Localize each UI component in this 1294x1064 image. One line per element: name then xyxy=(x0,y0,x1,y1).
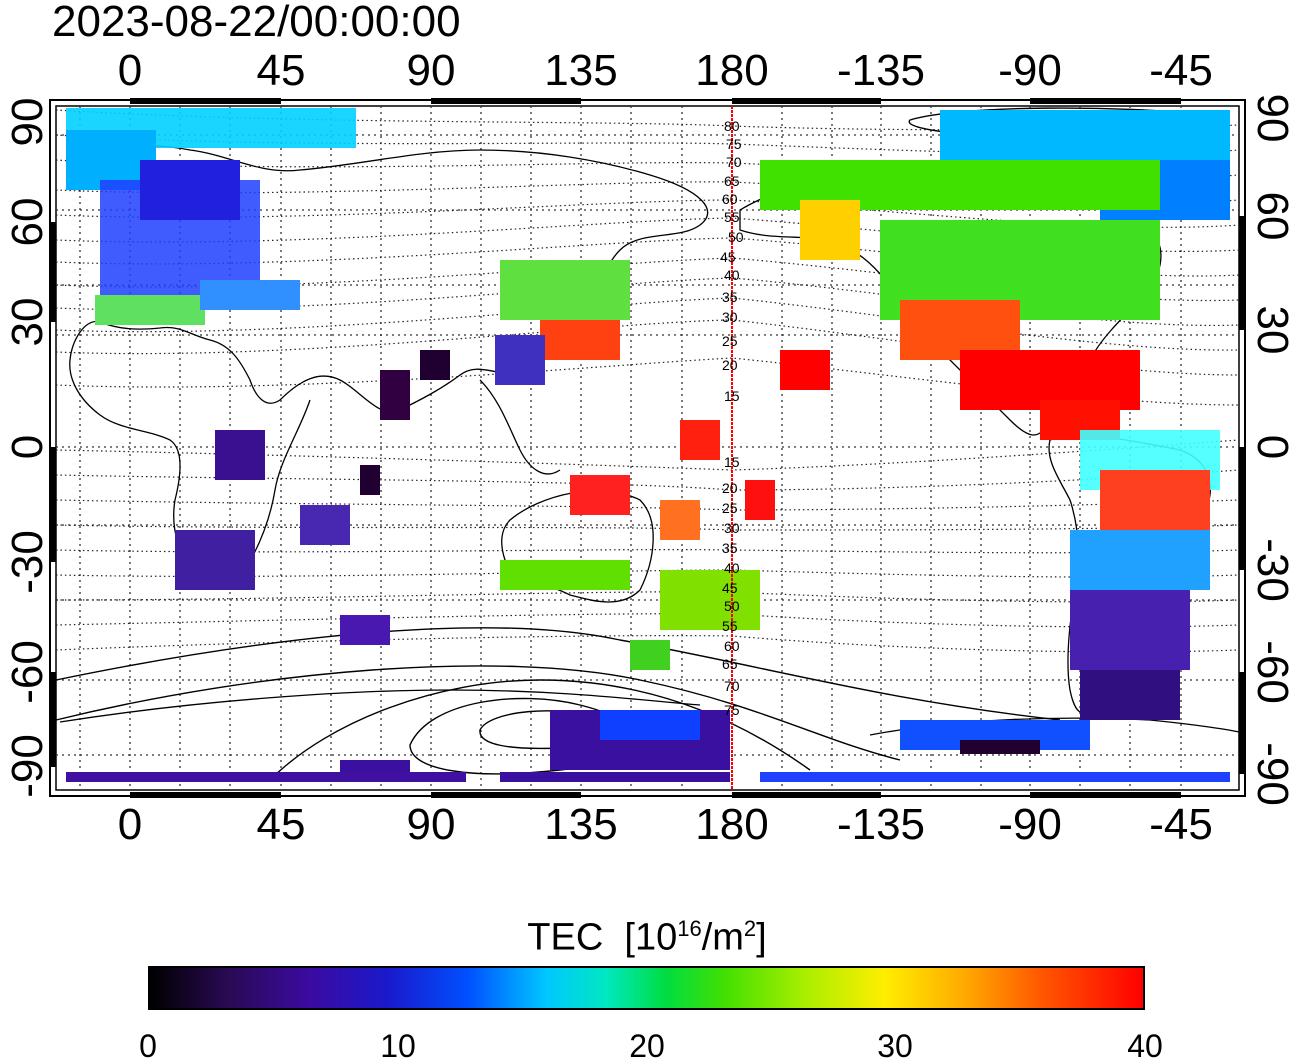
top-lon-label: -45 xyxy=(1149,46,1213,95)
contour-label: 30 xyxy=(724,520,740,536)
contour-label: 40 xyxy=(724,267,740,283)
contour-label: 65 xyxy=(722,656,738,672)
contour-label: 60 xyxy=(724,638,740,654)
contour-label: 40 xyxy=(724,560,740,576)
colorbar-tick: 30 xyxy=(877,1028,913,1064)
contour-label: 75 xyxy=(724,702,740,718)
bottom-lon-label: 90 xyxy=(406,800,456,849)
top-lon-label: -135 xyxy=(836,46,926,95)
contour-label: 30 xyxy=(722,309,738,325)
map-timestamp: 2023-08-22/00:00:00 xyxy=(52,0,461,46)
contour-label: 15 xyxy=(724,454,740,470)
top-lon-label: 45 xyxy=(256,46,306,95)
bottom-lon-label: -135 xyxy=(836,800,926,849)
bottom-lon-label: 45 xyxy=(256,800,306,849)
contour-label: 20 xyxy=(722,357,738,373)
contour-label: 50 xyxy=(728,229,744,245)
top-lon-label: 0 xyxy=(117,46,143,95)
bottom-lon-label: 180 xyxy=(695,800,769,849)
colorbar-unit-open: [10 xyxy=(624,916,678,959)
colorbar xyxy=(148,966,1145,1010)
colorbar-unit-exp: 16 xyxy=(677,916,702,941)
bottom-lon-label: 0 xyxy=(117,800,143,849)
colorbar-unit-mid: /m xyxy=(701,916,744,959)
bottom-lon-label: -90 xyxy=(998,800,1062,849)
top-lon-label: 90 xyxy=(406,46,456,95)
south-polar-contours xyxy=(55,107,1212,781)
top-lon-label: 180 xyxy=(695,46,769,95)
contour-label: 70 xyxy=(724,678,740,694)
contour-label: 60 xyxy=(722,191,738,207)
contour-label: 45 xyxy=(720,249,736,265)
colorbar-tick: 10 xyxy=(380,1028,416,1064)
contour-labels: 80 75 70 65 60 55 50 45 40 35 30 25 20 1… xyxy=(720,118,744,718)
contour-label: 35 xyxy=(722,540,738,556)
contour-label: 50 xyxy=(724,598,740,614)
colorbar-tick: 0 xyxy=(139,1028,157,1064)
contour-label: 70 xyxy=(726,154,742,170)
top-lon-label: -90 xyxy=(998,46,1062,95)
contour-label: 45 xyxy=(722,580,738,596)
contour-label: 55 xyxy=(724,209,740,225)
tec-observations xyxy=(66,108,1230,782)
colorbar-tick: 40 xyxy=(1127,1028,1163,1064)
frame-ticks xyxy=(50,98,1245,798)
colorbar-title: TEC [1016/m2] xyxy=(0,906,1294,961)
contour-label: 80 xyxy=(724,118,740,134)
contour-label: 65 xyxy=(724,173,740,189)
bottom-lon-label: 135 xyxy=(544,800,618,849)
contour-label: 55 xyxy=(722,618,738,634)
contour-label: 15 xyxy=(724,388,740,404)
contour-label: 25 xyxy=(722,500,738,516)
contour-label: 20 xyxy=(722,480,738,496)
contour-label: 35 xyxy=(722,289,738,305)
contour-label: 75 xyxy=(726,136,742,152)
colorbar-unit-close: ] xyxy=(756,916,767,959)
contour-label: 25 xyxy=(722,333,738,349)
top-lon-label: 135 xyxy=(544,46,618,95)
bottom-lon-label: -45 xyxy=(1149,800,1213,849)
colorbar-title-main: TEC xyxy=(527,916,604,959)
colorbar-tick: 20 xyxy=(629,1028,665,1064)
colorbar-unit-exp2: 2 xyxy=(743,916,757,941)
